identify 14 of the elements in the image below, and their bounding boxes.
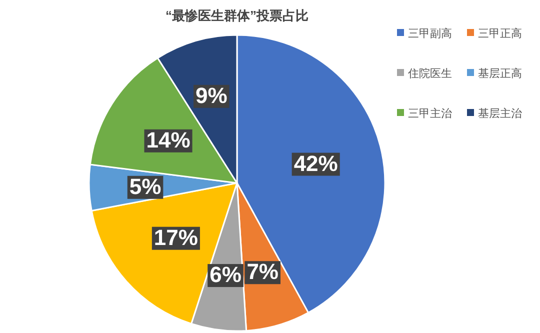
data-label: 42% bbox=[294, 150, 338, 176]
data-label: 6% bbox=[210, 262, 242, 288]
data-label: 14% bbox=[146, 127, 190, 152]
data-label: 7% bbox=[246, 259, 278, 284]
data-label: 5% bbox=[129, 174, 162, 199]
legend-label: 基层正高 bbox=[478, 67, 522, 80]
chart-title: “最惨医生群体”投票占比 bbox=[166, 8, 308, 23]
legend-label: 基层主治 bbox=[478, 107, 522, 120]
data-label: 17% bbox=[154, 224, 198, 250]
legend-label: 住院医生 bbox=[408, 67, 452, 80]
legend-label: 三甲主治 bbox=[408, 107, 452, 120]
legend-label: 三甲正高 bbox=[478, 27, 522, 40]
data-label: 9% bbox=[196, 82, 228, 108]
legend-label: 三甲副高 bbox=[408, 27, 452, 40]
